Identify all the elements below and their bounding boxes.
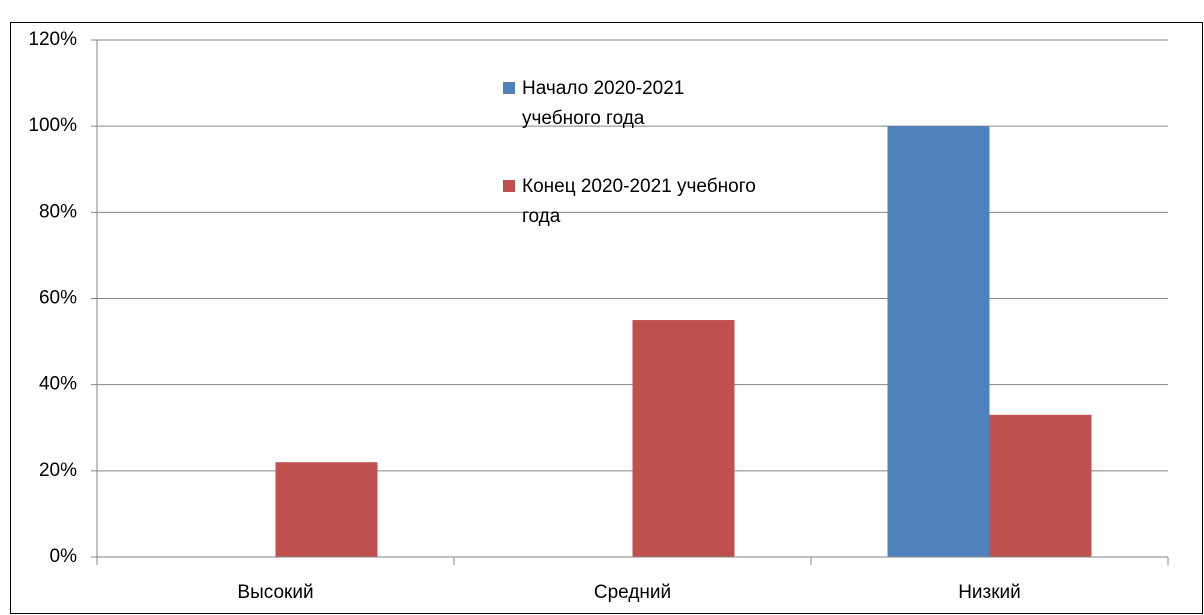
y-tick-label: 100% (28, 115, 77, 136)
y-tick-label: 80% (39, 201, 77, 222)
y-tick-label: 120% (28, 29, 77, 50)
y-tick-label: 0% (50, 546, 78, 567)
legend-label: Конец 2020-2021 учебного года (522, 176, 756, 227)
y-tick-label: 60% (39, 288, 77, 309)
legend-item: Начало 2020-2021 учебного года (503, 74, 863, 134)
x-tick-label: Низкий (958, 582, 1021, 603)
x-tick-label: Средний (594, 582, 671, 603)
y-tick-label: 20% (39, 460, 77, 481)
x-tick-label: Высокий (237, 582, 313, 603)
legend-swatch (503, 82, 515, 94)
bar (632, 320, 735, 557)
legend-item: Конец 2020-2021 учебного года (503, 172, 863, 232)
legend: Начало 2020-2021 учебного года Конец 2020… (503, 74, 863, 270)
bar (275, 462, 378, 557)
bar (989, 414, 1092, 557)
legend-swatch (503, 180, 515, 192)
legend-label: Начало 2020-2021 учебного года (522, 78, 685, 129)
bar (887, 126, 990, 558)
y-tick-label: 40% (39, 374, 77, 395)
